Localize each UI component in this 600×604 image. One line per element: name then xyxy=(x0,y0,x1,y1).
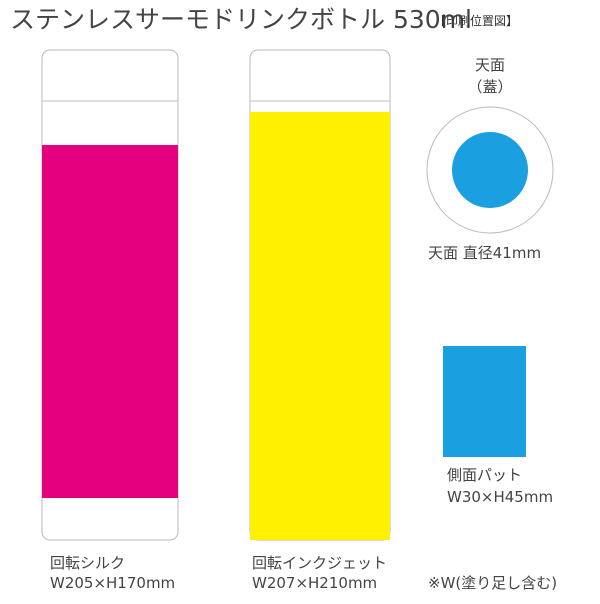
tag: 【印刷位置図】 xyxy=(434,13,518,28)
label: 側面パット xyxy=(447,466,522,484)
label: W205×H170mm xyxy=(50,574,175,592)
print-area xyxy=(42,145,178,498)
label: 回転シルク xyxy=(50,554,125,572)
print-area xyxy=(452,132,528,208)
bottle-inkjet xyxy=(249,49,391,541)
label: 天面 xyxy=(475,56,505,74)
label: W30×H45mm xyxy=(447,488,553,506)
label: 天面 直径41mm xyxy=(428,244,541,262)
label: W207×H210mm xyxy=(252,574,377,592)
print-area xyxy=(443,346,526,457)
note: ※W(塗り足し含む) xyxy=(428,574,557,592)
title: ステンレスサーモドリンクボトル 530ml xyxy=(10,5,472,34)
bottle-silk xyxy=(41,49,179,541)
label: （蓋） xyxy=(467,78,512,96)
label: 回転インクジェット xyxy=(252,554,387,572)
print-area xyxy=(250,112,390,540)
